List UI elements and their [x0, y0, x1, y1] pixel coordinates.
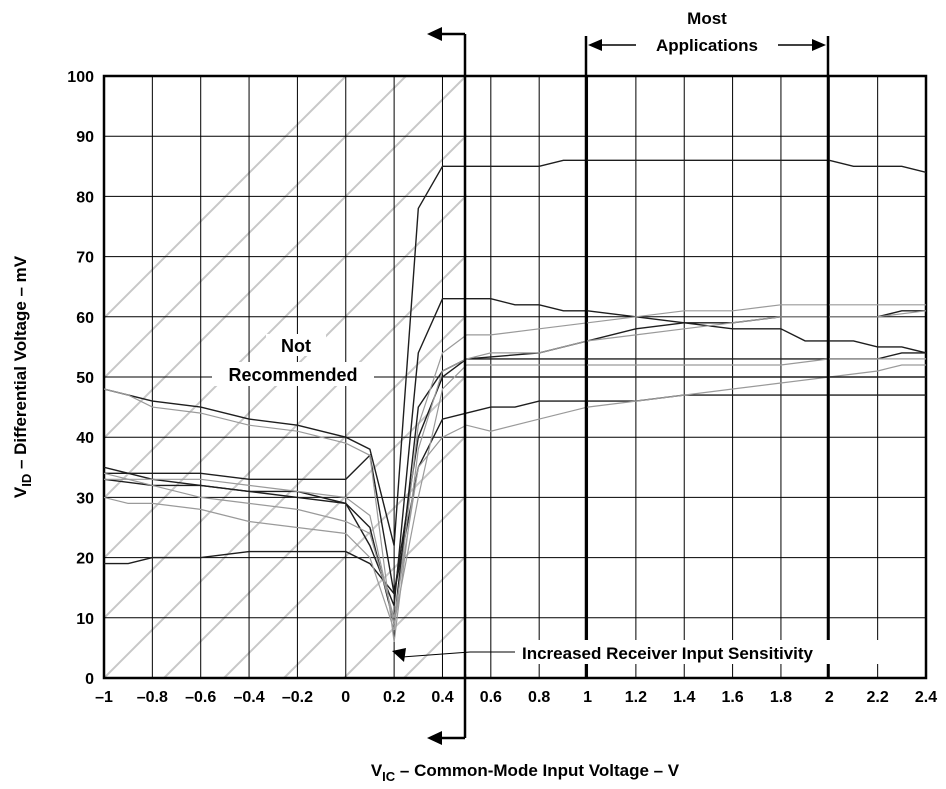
series-line-8: [104, 364, 926, 618]
most-applications-label-2: Applications: [656, 36, 758, 55]
series-line-3: [104, 159, 926, 546]
series-line-4: [104, 352, 926, 594]
x-tick-label: –0.8: [137, 689, 168, 706]
x-tick-label: 0.2: [383, 689, 405, 706]
y-axis-title: VID – Differential Voltage – mV: [11, 255, 34, 498]
x-tick-label: 1.8: [770, 689, 792, 706]
x-tick-label: 1.2: [625, 689, 647, 706]
y-tick-label: 60: [76, 310, 94, 327]
hatch-line: [223, 433, 467, 678]
y-tick-label: 70: [76, 250, 94, 267]
series-line-7: [104, 304, 926, 630]
hatch-line: [343, 553, 467, 678]
x-tick-labels: –1 –0.8 –0.6 –0.4 –0.2 0 0.2 0.4 0.6 0.8 1 1.2 1.4 1.…: [95, 689, 937, 706]
x-tick-label: 1.4: [673, 689, 695, 706]
y-tick-label: 100: [67, 69, 94, 86]
series-line-9: [104, 358, 926, 624]
x-tick-label: 0.6: [480, 689, 502, 706]
x-tick-label: 0.4: [431, 689, 453, 706]
x-tick-label: 0.8: [528, 689, 550, 706]
hatch-line: [104, 76, 347, 320]
y-tick-label: 0: [85, 671, 94, 688]
most-applications-bracket: [584, 36, 830, 678]
y-tick-label: 10: [76, 611, 94, 628]
x-tick-label: 2.2: [867, 689, 889, 706]
series-line-5: [104, 394, 926, 596]
series-line-2: [104, 298, 926, 607]
not-recommended-label-2: Recommended: [228, 365, 357, 385]
not-recommended-label-bg-2: [212, 362, 374, 386]
y-tick-label: 90: [76, 129, 94, 146]
most-applications-label: Most: [687, 9, 727, 28]
x-tick-label: 0: [341, 689, 350, 706]
x-axis-title: VIC – Common-Mode Input Voltage – V: [371, 761, 680, 784]
y-tick-label: 20: [76, 551, 94, 568]
sensitivity-pointer: [392, 648, 515, 662]
y-tick-label: 50: [76, 370, 94, 387]
series-group: [104, 159, 926, 642]
not-recommended-label-bg: [266, 334, 326, 356]
x-tick-label: 1: [583, 689, 592, 706]
x-tick-label: –0.6: [185, 689, 216, 706]
x-tick-label: 2.4: [915, 689, 937, 706]
not-recommended-boundary: [427, 27, 467, 745]
sensitivity-label-bg: [518, 640, 888, 664]
x-tick-label: 1.6: [721, 689, 743, 706]
y-tick-labels: 0 10 20 30 40 50 60 70 80 90 100: [67, 69, 94, 688]
y-tick-label: 30: [76, 490, 94, 507]
x-tick-label: –0.4: [233, 689, 264, 706]
y-tick-label: 80: [76, 189, 94, 206]
x-tick-label: 2: [825, 689, 834, 706]
x-tick-label: –1: [95, 689, 113, 706]
series-line-6: [104, 310, 926, 642]
series-line-1: [104, 310, 926, 624]
sensitivity-label: Increased Receiver Input Sensitivity: [522, 644, 814, 663]
not-recommended-label: Not: [281, 336, 311, 356]
x-tick-label: –0.2: [282, 689, 313, 706]
y-tick-label: 40: [76, 430, 94, 447]
